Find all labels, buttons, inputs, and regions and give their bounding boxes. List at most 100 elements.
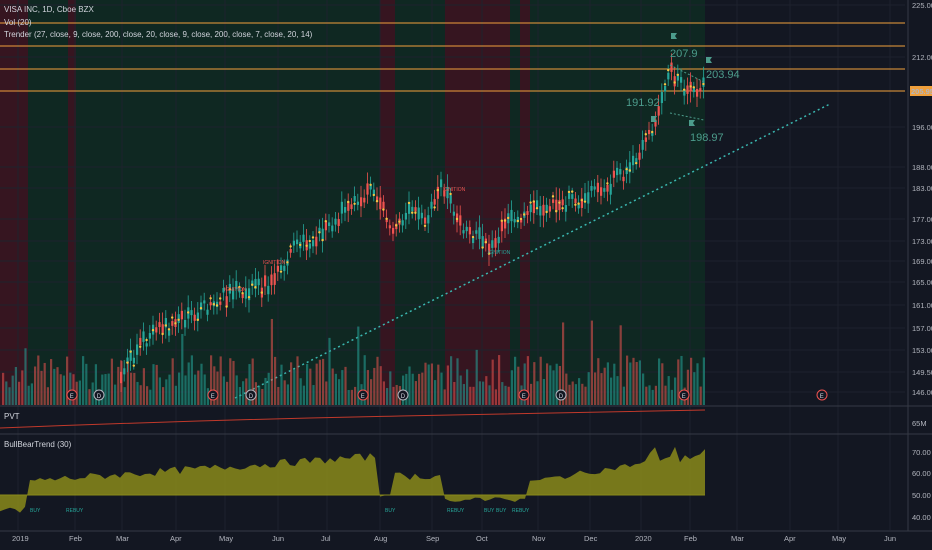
marker-circle (816, 389, 828, 401)
candle-body (609, 183, 612, 195)
volume-bar (472, 386, 475, 405)
volume-bar (88, 389, 91, 405)
volume-bar (210, 355, 213, 405)
marker-circle (207, 389, 219, 401)
time-axis-label: May (219, 534, 233, 543)
volume-bar (334, 373, 337, 405)
trend-dot (311, 236, 315, 239)
candle-body (558, 200, 561, 211)
volume-bar (456, 358, 459, 405)
candle-body (273, 273, 276, 285)
candle-body (324, 221, 327, 231)
trend-dot (529, 201, 532, 204)
volume-bar (200, 363, 203, 405)
candle-body (376, 196, 379, 202)
earnings-dividend-marker: E (361, 394, 365, 400)
candle-body (683, 89, 686, 96)
candle-body (660, 92, 663, 104)
annotation-low: 198.97 (690, 132, 724, 144)
candle-body (328, 222, 331, 227)
volume-bar (242, 381, 245, 405)
volume-bar (603, 367, 606, 405)
trend-dot (436, 188, 439, 192)
volume-bar (30, 383, 33, 405)
candle-body (651, 132, 654, 136)
volume-bar (526, 356, 529, 405)
bullbear-axis-label: 70.00 (912, 448, 931, 457)
volume-bar (40, 370, 43, 405)
volume-legend[interactable]: Vol (20) (4, 18, 32, 27)
candle-body (568, 193, 571, 199)
time-axis-label: Sep (426, 534, 439, 543)
volume-bar (11, 375, 14, 405)
marker-circle (245, 389, 257, 401)
price-axis-label: 165.00 (912, 278, 932, 287)
volume-bar (267, 372, 270, 405)
candle-body (129, 350, 132, 361)
volume-bar (194, 374, 197, 405)
volume-bar (690, 357, 693, 405)
candle-body (638, 152, 641, 160)
time-axis-label: Dec (584, 534, 598, 543)
volume-bar (667, 376, 670, 405)
volume-bar (216, 371, 219, 405)
volume-bar (574, 384, 577, 405)
trend-dot (279, 270, 283, 273)
wedge-line (669, 112, 705, 121)
candle-body (590, 185, 593, 191)
candle-body (462, 230, 465, 234)
candle-body (516, 216, 519, 223)
volume-bar (693, 372, 696, 405)
candle-body (571, 194, 574, 199)
candle-body (446, 186, 449, 199)
trender-legend[interactable]: Trender (27, close, 9, close, 200, close… (4, 30, 313, 39)
trend-dot (212, 303, 215, 306)
volume-bar (699, 386, 702, 405)
volume-bar (322, 358, 325, 405)
pvt-legend[interactable]: PVT (4, 412, 20, 421)
candle-body (222, 287, 225, 293)
time-axis-label: Feb (69, 534, 82, 543)
candle-body (491, 240, 494, 248)
volume-bar (296, 356, 299, 405)
price-axis-label: 157.00 (912, 324, 932, 333)
candle-body (465, 226, 468, 232)
candle-body (443, 190, 446, 197)
candle-body (424, 217, 427, 224)
trend-dot (545, 210, 548, 214)
volume-bar (440, 372, 443, 405)
volume-bar (648, 385, 651, 405)
candle-body (564, 205, 567, 212)
candle-body (635, 158, 638, 163)
volume-bar (85, 363, 88, 405)
signal-label: BUY (30, 508, 41, 514)
candle-body (296, 239, 299, 245)
candle-body (388, 225, 391, 229)
candle-body (244, 288, 247, 299)
volume-bar (56, 367, 59, 405)
candle-body (680, 77, 683, 83)
volume-bar (645, 386, 648, 405)
trend-dot (215, 304, 219, 307)
price-axis-label: 173.00 (912, 237, 932, 246)
volume-bar (357, 326, 360, 405)
symbol-legend[interactable]: VISA INC, 1D, Cboe BZX (4, 5, 94, 14)
candle-body (529, 204, 532, 213)
volume-bar (501, 382, 504, 405)
trend-dot (375, 200, 379, 203)
volume-bar (110, 358, 113, 405)
price-axis-label: 161.00 (912, 301, 932, 310)
volume-bar (379, 366, 382, 405)
volume-bar (466, 369, 469, 405)
bullbear-legend[interactable]: BullBearTrend (30) (4, 440, 72, 449)
volume-bar (565, 373, 568, 405)
volume-bar (430, 363, 433, 405)
candle-body (481, 236, 484, 248)
candle-body (302, 234, 305, 242)
candle-body (235, 280, 238, 290)
bullbear-axis-label: 50.00 (912, 491, 931, 500)
volume-bar (622, 386, 625, 405)
volume-bar (546, 363, 549, 405)
volume-bar (370, 379, 373, 405)
